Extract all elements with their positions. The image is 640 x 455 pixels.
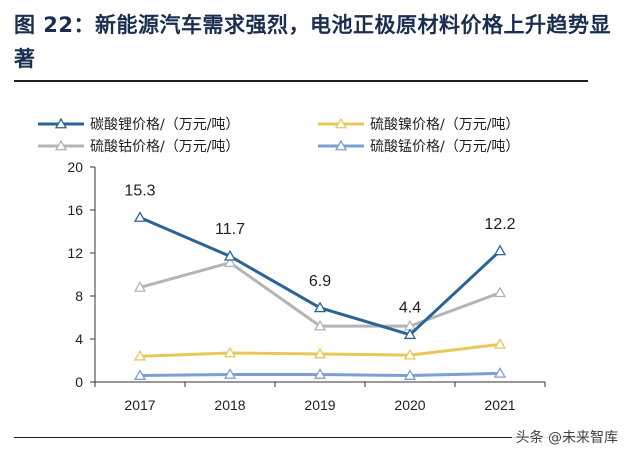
- data-point: [223, 256, 237, 268]
- data-label: 12.2: [484, 216, 515, 233]
- data-point: [223, 368, 237, 379]
- data-point: [133, 211, 147, 222]
- series-0: [133, 211, 507, 340]
- data-point: [493, 367, 507, 378]
- y-tick-label: 12: [67, 245, 83, 261]
- data-point: [403, 328, 417, 340]
- legend-item: 硫酸镍价格/（万元/吨）: [318, 117, 519, 133]
- data-labels: 15.3 11.7 6.9 4.4 12.2: [124, 183, 515, 317]
- y-tick-label: 4: [75, 331, 83, 347]
- data-point: [403, 348, 417, 360]
- x-tick-label: 2017: [124, 397, 155, 413]
- data-point: [223, 346, 237, 358]
- y-tick-label: 16: [67, 202, 83, 218]
- y-tick-label: 8: [75, 288, 83, 304]
- x-tick-label: 2019: [304, 397, 335, 413]
- data-point: [313, 301, 327, 313]
- data-point: [133, 369, 147, 380]
- data-label: 11.7: [215, 221, 245, 238]
- data-point: [54, 117, 68, 129]
- data-point: [223, 249, 237, 261]
- data-point: [313, 319, 327, 331]
- legend-item: 硫酸锰价格/（万元/吨）: [318, 139, 519, 155]
- data-label: 15.3: [124, 183, 155, 200]
- series-3: [133, 367, 507, 380]
- legend-label: 硫酸钴价格/（万元/吨）: [90, 139, 239, 155]
- axes: 0 4 8 12 16 20 2017 2018 2019 2020 2021: [67, 159, 546, 413]
- data-point: [493, 286, 507, 298]
- legend: 碳酸锂价格/（万元/吨） 硫酸镍价格/（万元/吨） 硫酸钴价格/（万元/吨） 硫酸锰价…: [38, 117, 519, 155]
- data-point: [133, 349, 147, 361]
- y-tick-label: 0: [75, 374, 83, 390]
- legend-label: 碳酸锂价格/（万元/吨）: [90, 117, 239, 133]
- data-point: [493, 338, 507, 349]
- series-layer: [133, 211, 507, 380]
- legend-label: 硫酸镍价格/（万元/吨）: [370, 117, 519, 133]
- legend-item: 碳酸锂价格/（万元/吨）: [38, 117, 239, 133]
- title-divider: [14, 80, 588, 82]
- data-point: [133, 281, 147, 292]
- data-point: [334, 139, 348, 151]
- x-tick-label: 2020: [394, 397, 425, 413]
- figure-title: 图 22：新能源汽车需求强烈，电池正极原材料价格上升趋势显著: [14, 13, 612, 71]
- data-label: 4.4: [399, 300, 421, 317]
- legend-item: 硫酸钴价格/（万元/吨）: [38, 139, 239, 155]
- data-point: [403, 369, 417, 380]
- series-2: [133, 256, 507, 331]
- data-point: [493, 244, 507, 256]
- bottom-divider: [14, 437, 588, 438]
- x-tick-label: 2018: [214, 397, 245, 413]
- legend-label: 硫酸锰价格/（万元/吨）: [370, 139, 519, 155]
- y-tick-label: 20: [67, 159, 83, 175]
- watermark: 头条 @未来智库: [511, 426, 622, 448]
- data-point: [313, 347, 327, 359]
- data-label: 6.9: [309, 273, 331, 290]
- x-tick-label: 2021: [484, 397, 515, 413]
- data-point: [54, 139, 68, 151]
- series-1: [133, 338, 507, 361]
- data-point: [334, 117, 348, 129]
- data-point: [313, 368, 327, 379]
